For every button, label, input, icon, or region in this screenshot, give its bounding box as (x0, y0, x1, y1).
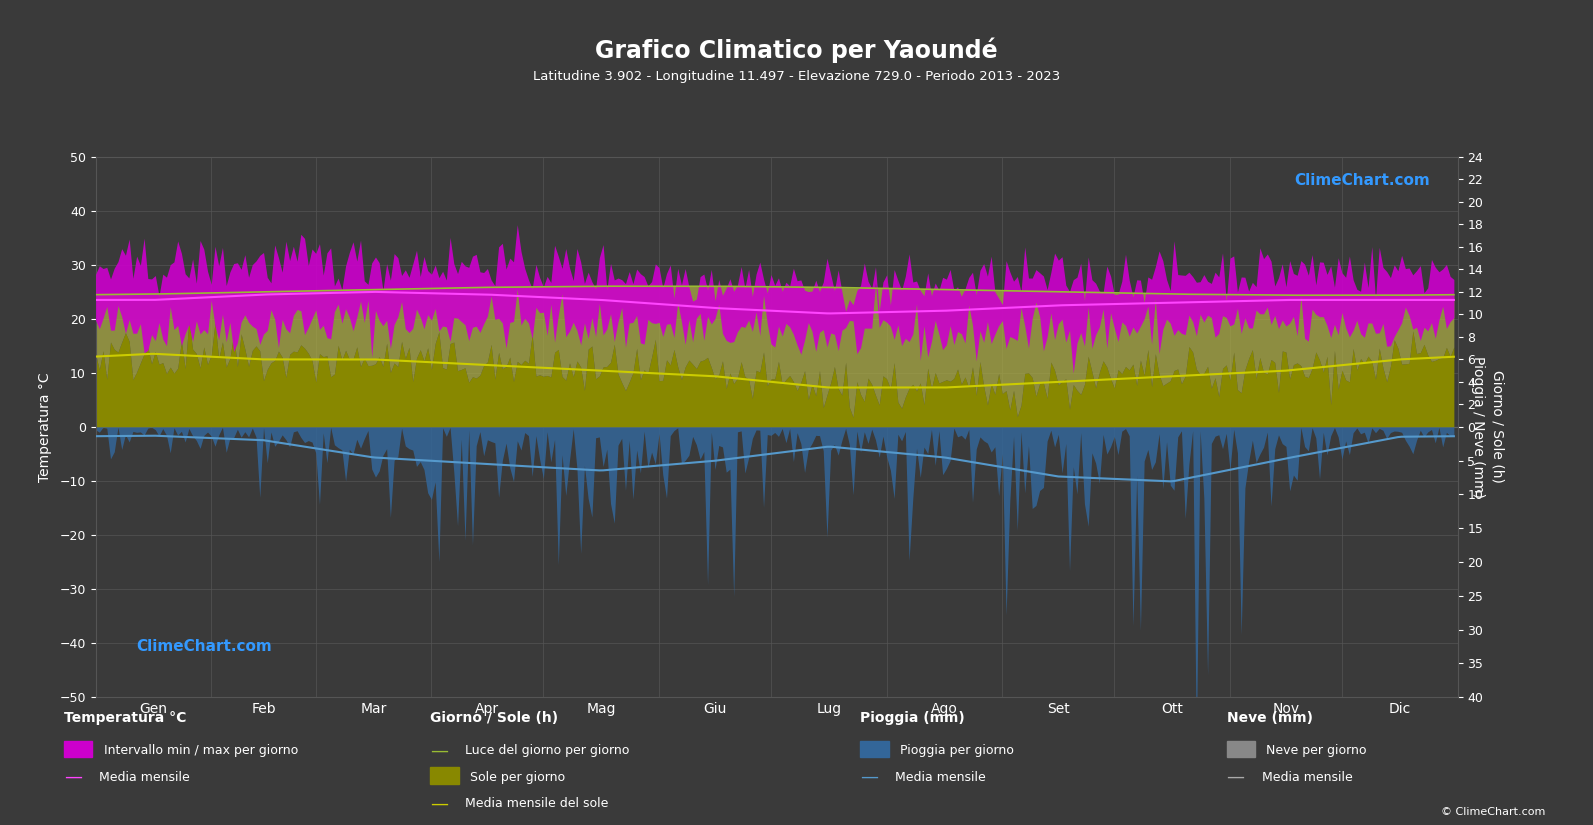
Y-axis label: Giorno / Sole (h): Giorno / Sole (h) (1489, 370, 1504, 483)
Text: —: — (860, 768, 878, 786)
Text: ClimeChart.com: ClimeChart.com (137, 639, 272, 654)
Text: Grafico Climatico per Yaoundé: Grafico Climatico per Yaoundé (596, 37, 997, 63)
Text: Neve per giorno: Neve per giorno (1266, 744, 1367, 757)
Text: Intervallo min / max per giorno: Intervallo min / max per giorno (104, 744, 298, 757)
Text: Media mensile: Media mensile (1262, 771, 1352, 784)
Text: ClimeChart.com: ClimeChart.com (1295, 173, 1431, 188)
Text: —: — (64, 768, 81, 786)
Text: © ClimeChart.com: © ClimeChart.com (1440, 807, 1545, 817)
Text: Media mensile: Media mensile (99, 771, 190, 784)
Text: Giorno / Sole (h): Giorno / Sole (h) (430, 711, 558, 725)
Text: Pioggia per giorno: Pioggia per giorno (900, 744, 1013, 757)
Text: Latitudine 3.902 - Longitudine 11.497 - Elevazione 729.0 - Periodo 2013 - 2023: Latitudine 3.902 - Longitudine 11.497 - … (534, 70, 1059, 83)
Text: Neve (mm): Neve (mm) (1227, 711, 1313, 725)
Text: —: — (1227, 768, 1244, 786)
Text: Media mensile del sole: Media mensile del sole (465, 797, 609, 810)
Text: Pioggia (mm): Pioggia (mm) (860, 711, 965, 725)
Text: Media mensile: Media mensile (895, 771, 986, 784)
Text: Luce del giorno per giorno: Luce del giorno per giorno (465, 744, 629, 757)
Text: —: — (430, 794, 448, 813)
Y-axis label: Pioggia / Neve (mm): Pioggia / Neve (mm) (1472, 356, 1485, 498)
Text: Temperatura °C: Temperatura °C (64, 711, 186, 725)
Text: —: — (430, 742, 448, 760)
Text: Sole per giorno: Sole per giorno (470, 771, 566, 784)
Y-axis label: Temperatura °C: Temperatura °C (38, 372, 53, 482)
